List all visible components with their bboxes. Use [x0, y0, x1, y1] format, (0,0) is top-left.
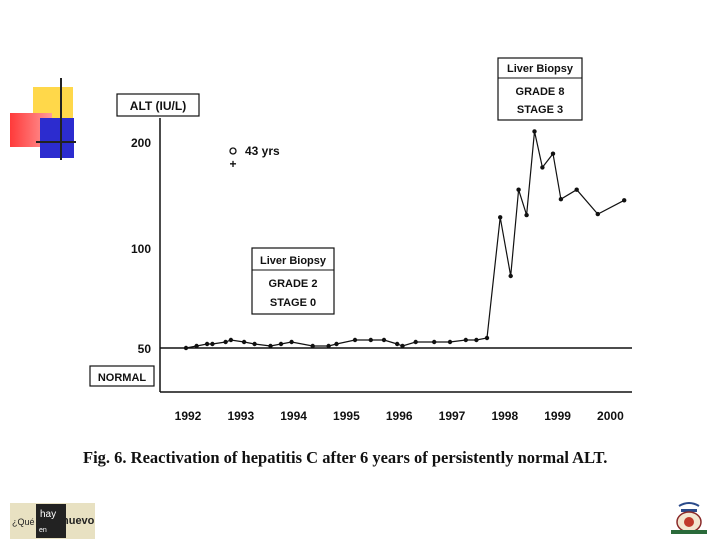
annotation-plus-marker: + — [229, 157, 236, 171]
biopsy-box-2-grade: GRADE 8 — [516, 86, 565, 98]
data-point-17 — [395, 341, 400, 347]
biopsy-box-2-frame — [497, 57, 583, 121]
crest-icon — [671, 502, 707, 534]
que-hay-nuevo-logo: ¿Qué hay nuevo en — [10, 503, 95, 539]
y-tick-label-0: 200 — [131, 136, 151, 150]
logo-dark-block — [36, 504, 66, 538]
y-tick-label-2: 50 — [138, 342, 152, 356]
data-point-1 — [194, 343, 199, 349]
chart-axes — [159, 118, 632, 393]
normal-label-box: NORMAL — [89, 365, 155, 387]
x-tick-label-0: 1992 — [175, 409, 202, 423]
data-point-28 — [524, 212, 529, 218]
vertical-line-decoration — [60, 78, 62, 160]
data-point-35 — [622, 198, 627, 203]
annotation-circle-marker — [229, 147, 237, 155]
data-point-12 — [326, 343, 331, 349]
x-tick-labels: 1992 1993 1994 1995 1996 1997 1998 1999 2000 — [175, 409, 624, 423]
biopsy-box-2-title: Liver Biopsy — [507, 63, 574, 75]
biopsy-box-1-title: Liver Biopsy — [260, 255, 327, 267]
x-tick-label-5: 1997 — [439, 409, 466, 423]
data-point-15 — [368, 337, 373, 343]
normal-label: NORMAL — [98, 372, 147, 384]
data-point-25 — [498, 215, 503, 220]
series-line — [185, 131, 625, 349]
y-tick-labels: 200 100 50 — [131, 136, 151, 356]
logo-text-en: en — [39, 527, 47, 534]
figure-caption: Fig. 6. Reactivation of hepatitis C afte… — [83, 448, 608, 467]
normal-box-frame — [89, 365, 155, 387]
data-point-9 — [278, 341, 284, 347]
ylabel-box-frame — [116, 93, 200, 117]
data-point-10 — [289, 339, 294, 345]
x-tick-label-4: 1996 — [386, 409, 413, 423]
biopsy-box-2: Liver Biopsy GRADE 8 STAGE 3 — [497, 57, 583, 121]
y-tick-label-1: 100 — [131, 242, 151, 256]
data-point-34 — [595, 211, 600, 217]
blue-square-decoration — [40, 118, 74, 158]
biopsy-box-2-stage: STAGE 3 — [517, 104, 563, 116]
annotation-label: 43 yrs — [245, 144, 280, 158]
data-point-14 — [352, 337, 358, 343]
data-point-24 — [484, 335, 490, 341]
data-point-13 — [334, 341, 339, 347]
data-point-5 — [228, 337, 234, 343]
x-tick-label-2: 1994 — [280, 409, 307, 423]
data-point-33 — [574, 187, 579, 192]
x-tick-label-6: 1998 — [491, 409, 518, 423]
data-point-32 — [558, 197, 564, 202]
data-point-29 — [532, 129, 537, 134]
data-point-6 — [241, 339, 247, 345]
data-point-26 — [508, 273, 513, 279]
data-point-7 — [252, 341, 257, 347]
data-point-16 — [381, 337, 387, 343]
biopsy-box-1-frame — [251, 247, 335, 315]
data-point-4 — [223, 339, 228, 345]
data-point-11 — [310, 343, 315, 349]
institution-crest-logo — [665, 500, 713, 536]
annotation-43yrs: 43 yrs + — [229, 144, 280, 171]
y-axis-label-box: ALT (IU/L) — [116, 93, 200, 117]
y-axis-label: ALT (IU/L) — [130, 99, 186, 113]
x-tick-label-8: 2000 — [597, 409, 624, 423]
biopsy-box-1-grade: GRADE 2 — [269, 278, 318, 290]
logo-text-hay: hay — [40, 509, 57, 520]
data-point-31 — [550, 151, 556, 156]
logo-text-que: ¿Qué — [12, 517, 35, 527]
data-point-21 — [447, 339, 453, 345]
biopsy-box-1-stage: STAGE 0 — [270, 297, 316, 309]
data-point-3 — [210, 341, 215, 347]
logo-text-nuevo: nuevo — [62, 515, 95, 527]
data-point-2 — [204, 341, 210, 347]
data-point-23 — [474, 337, 479, 343]
data-point-30 — [540, 165, 545, 170]
data-point-0 — [183, 345, 189, 351]
biopsy-box-1: Liver Biopsy GRADE 2 STAGE 0 — [251, 247, 335, 315]
horizontal-line-decoration — [36, 141, 76, 143]
data-point-27 — [516, 187, 521, 192]
series-points — [183, 129, 627, 351]
x-tick-label-7: 1999 — [544, 409, 571, 423]
data-point-22 — [463, 337, 468, 343]
x-tick-label-1: 1993 — [227, 409, 254, 423]
data-point-20 — [432, 339, 437, 345]
data-point-19 — [413, 339, 418, 345]
x-tick-label-3: 1995 — [333, 409, 360, 423]
data-point-8 — [268, 343, 273, 349]
data-point-18 — [400, 343, 405, 349]
